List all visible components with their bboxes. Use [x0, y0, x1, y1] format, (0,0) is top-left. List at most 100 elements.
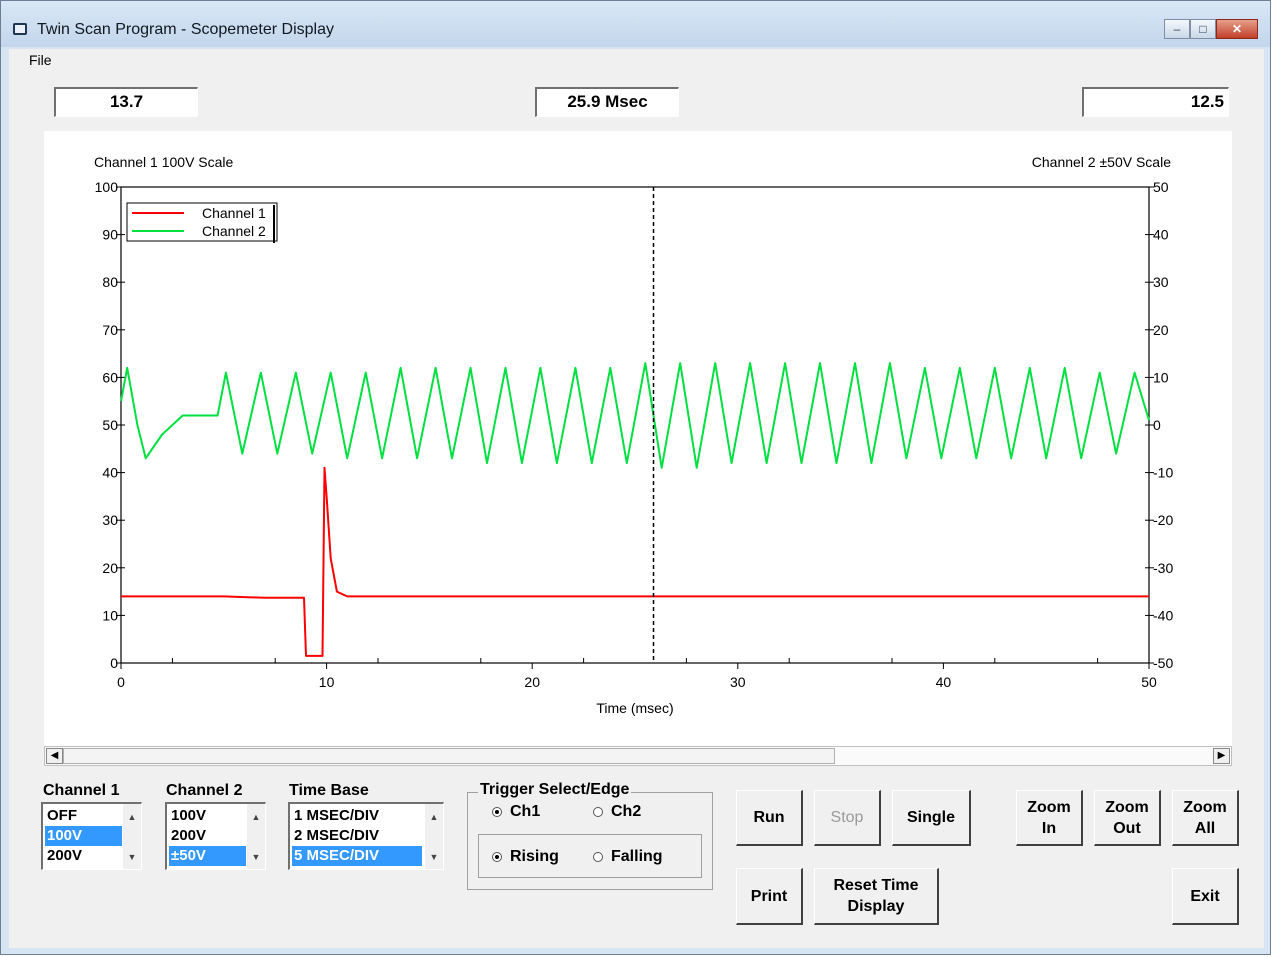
y-right-tick-label: 40 [1153, 227, 1169, 243]
scroll-down-icon[interactable]: ▼ [429, 852, 439, 862]
channel2-scrollbar[interactable]: ▲ ▼ [247, 804, 265, 869]
y-right-tick-label: -30 [1153, 560, 1173, 576]
y-left-tick-label: 50 [102, 417, 118, 433]
zoom-in-button[interactable]: Zoom In [1016, 790, 1083, 846]
y-left-tick-label: 90 [102, 227, 118, 243]
print-button[interactable]: Print [736, 868, 803, 925]
channel1-option[interactable]: 200V [47, 847, 83, 864]
edge-rising-label: Rising [510, 848, 559, 865]
run-button[interactable]: Run [736, 790, 803, 846]
timebase-scrollbar[interactable]: ▲ ▼ [425, 804, 443, 869]
radio-unselected-icon [593, 852, 603, 862]
edge-frame [478, 834, 702, 878]
zoom-all-label: All [1194, 819, 1216, 837]
trigger-frame-title: Trigger Select/Edge [478, 781, 632, 799]
left-y-ticks: 0 10 20 30 40 50 60 70 80 90 100 [95, 179, 125, 671]
scroll-down-icon[interactable]: ▼ [251, 852, 261, 862]
radio-selected-icon [492, 852, 502, 862]
channel2-trace [120, 362, 1150, 469]
app-icon [13, 23, 27, 35]
channel2-option[interactable]: 100V [171, 807, 207, 824]
zoom-in-label: In [1041, 819, 1057, 837]
timebase-label: Time Base [289, 782, 369, 799]
x-tick-label: 20 [524, 674, 540, 690]
stop-button[interactable]: Stop [814, 790, 881, 846]
legend-label-ch1: Channel 1 [202, 205, 266, 221]
y-left-tick-label: 20 [102, 560, 118, 576]
trigger-ch2-radio[interactable]: Ch2 [593, 803, 641, 821]
reset-time-display-button[interactable]: Reset Time Display [814, 868, 939, 925]
y-right-tick-label: 0 [1153, 417, 1161, 433]
scope-chart: Channel 1 100V Scale Channel 2 ±50V Scal… [94, 154, 1173, 716]
radio-selected-icon [492, 807, 502, 817]
trigger-ch1-label: Ch1 [510, 803, 541, 820]
channel2-option-selected[interactable]: ±50V [169, 846, 246, 866]
right-y-ticks: -50 -40 -30 -20 -10 0 10 20 30 40 50 [1145, 179, 1173, 671]
edge-falling-label: Falling [611, 848, 663, 865]
x-tick-label: 10 [319, 674, 335, 690]
reset-time-label: Display [847, 898, 905, 915]
readout-right: 12.5 [1082, 87, 1229, 117]
x-axis-title: Time (msec) [596, 700, 673, 716]
zoom-out-button[interactable]: Zoom Out [1094, 790, 1161, 846]
scroll-up-icon[interactable]: ▲ [429, 812, 439, 822]
exit-button[interactable]: Exit [1172, 868, 1239, 925]
edge-falling-radio[interactable]: Falling [593, 848, 663, 866]
scope-plot-panel: Channel 1 100V Scale Channel 2 ±50V Scal… [44, 131, 1232, 747]
y-left-tick-label: 40 [102, 465, 118, 481]
channel2-listbox[interactable]: 100V 200V ±50V ▲ ▼ [165, 802, 266, 870]
channel1-trace [121, 466, 1149, 657]
minimize-button[interactable]: ‒ [1164, 19, 1190, 39]
x-tick-label: 50 [1141, 674, 1157, 690]
scroll-right-icon[interactable]: ▶ [1213, 748, 1230, 764]
timebase-listbox[interactable]: 1 MSEC/DIV 2 MSEC/DIV 5 MSEC/DIV ▲ ▼ [288, 802, 444, 870]
close-button[interactable]: ✕ [1216, 19, 1258, 39]
y-left-tick-label: 60 [102, 369, 118, 385]
legend: Channel 1 Channel 2 [126, 202, 278, 243]
timebase-option[interactable]: 2 MSEC/DIV [294, 827, 380, 844]
legend-label-ch2: Channel 2 [202, 223, 266, 239]
scroll-thumb[interactable] [63, 748, 835, 764]
x-tick-label: 40 [936, 674, 952, 690]
channel1-option[interactable]: OFF [47, 807, 77, 824]
single-button[interactable]: Single [892, 790, 971, 846]
y-right-tick-label: 20 [1153, 322, 1169, 338]
trigger-ch1-radio[interactable]: Ch1 [492, 803, 540, 821]
channel1-option-selected[interactable]: 100V [45, 826, 122, 846]
window-controls: ‒ □ ✕ [1164, 19, 1258, 39]
left-axis-title: Channel 1 100V Scale [94, 154, 234, 170]
scroll-up-icon[interactable]: ▲ [251, 812, 261, 822]
menu-bar: File [9, 49, 1264, 71]
title-bar[interactable]: Twin Scan Program - Scopemeter Display ‒… [1, 1, 1270, 47]
zoom-out-label: Zoom [1105, 798, 1149, 816]
y-right-tick-label: 30 [1153, 274, 1169, 290]
scroll-left-icon[interactable]: ◀ [46, 748, 63, 764]
y-right-tick-label: -40 [1153, 607, 1173, 623]
y-right-tick-label: -20 [1153, 512, 1173, 528]
x-ticks: 0 10 20 30 40 50 [117, 658, 1157, 690]
channel1-listbox[interactable]: OFF 100V 200V ▲ ▼ [41, 802, 142, 870]
channel2-option[interactable]: 200V [171, 827, 207, 844]
right-axis-title: Channel 2 ±50V Scale [1032, 154, 1171, 170]
channel1-scrollbar[interactable]: ▲ ▼ [123, 804, 141, 869]
timebase-option-selected[interactable]: 5 MSEC/DIV [292, 846, 422, 866]
scroll-up-icon[interactable]: ▲ [127, 812, 137, 822]
y-right-tick-label: -50 [1153, 655, 1173, 671]
channel2-label: Channel 2 [166, 782, 243, 799]
reset-time-label: Reset Time [833, 877, 919, 894]
traces [120, 362, 1150, 657]
menu-file[interactable]: File [29, 52, 52, 68]
client-area: File 13.7 25.9 Msec 12.5 Channel 1 100V … [9, 49, 1264, 948]
maximize-button[interactable]: □ [1190, 19, 1216, 39]
y-left-tick-label: 100 [95, 179, 119, 195]
y-left-tick-label: 80 [102, 274, 118, 290]
scroll-down-icon[interactable]: ▼ [127, 852, 137, 862]
timebase-option[interactable]: 1 MSEC/DIV [294, 807, 380, 824]
window-title: Twin Scan Program - Scopemeter Display [37, 21, 334, 38]
zoom-all-button[interactable]: Zoom All [1172, 790, 1239, 846]
edge-rising-radio[interactable]: Rising [492, 848, 559, 866]
zoom-in-label: Zoom [1027, 798, 1071, 816]
horizontal-scrollbar[interactable]: ◀ ▶ [44, 746, 1232, 766]
trigger-ch2-label: Ch2 [611, 803, 642, 820]
